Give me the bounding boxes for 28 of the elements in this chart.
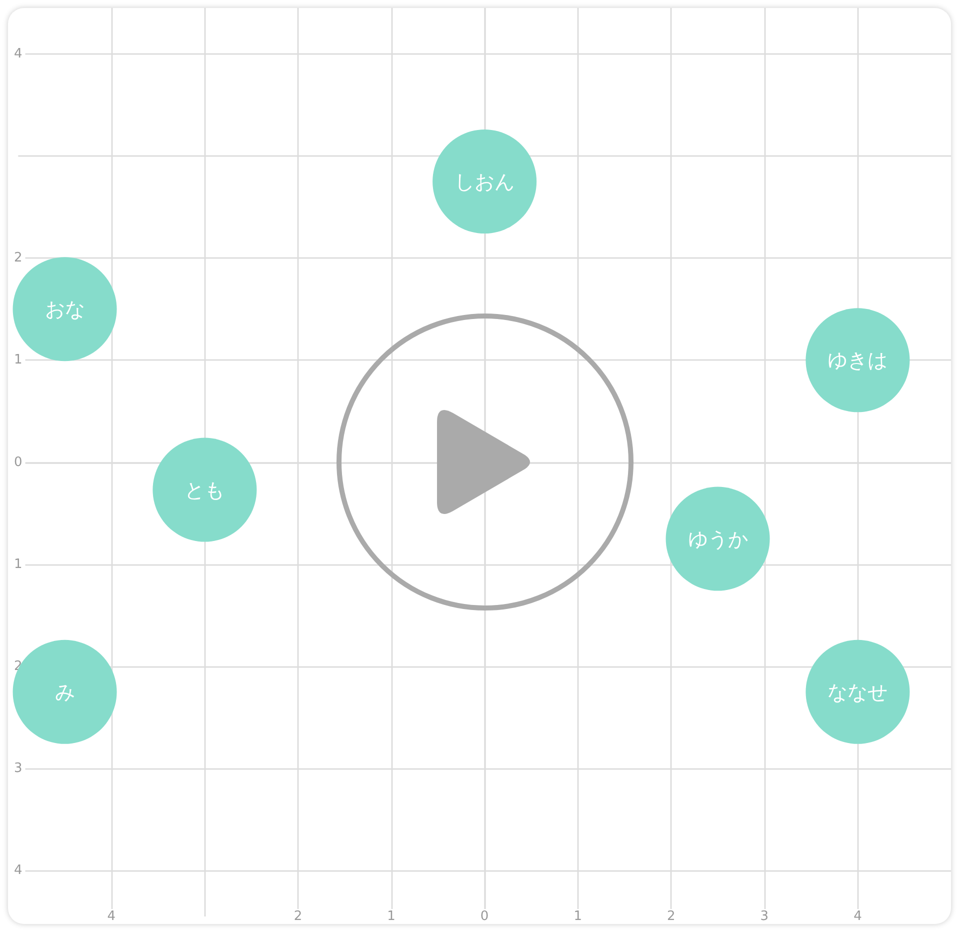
point: [806, 308, 910, 412]
data-label: とも: [184, 478, 225, 502]
data-label: おな: [44, 297, 85, 322]
y-tick-label: 2: [14, 250, 22, 266]
x-tick-label: 2: [667, 909, 676, 924]
y-tick-label: 1: [14, 352, 22, 368]
y-tick-label: 4: [14, 46, 22, 62]
data-label: ゆきは: [828, 348, 888, 372]
x-tick-label: 1: [387, 909, 396, 924]
point: [12, 640, 117, 744]
y-tick-label: 4: [14, 863, 22, 878]
x-tick-label: 1: [574, 909, 582, 924]
x-tick-label: 4: [107, 909, 116, 924]
y-tick-label: 3: [14, 760, 22, 776]
x-tick-label: 4: [854, 909, 862, 924]
point: [806, 640, 910, 744]
y-tick-label: 0: [14, 454, 22, 470]
x-tick-label: 3: [760, 909, 769, 924]
y-tick-label: 1: [14, 556, 22, 572]
x-tick-label: 0: [480, 909, 489, 924]
point: [432, 130, 537, 234]
data-label: ゆうか: [688, 526, 748, 551]
data-label: ななせ: [828, 680, 888, 704]
data-label: み: [54, 680, 75, 704]
point: [152, 438, 257, 542]
x-tick-label: 2: [294, 909, 302, 924]
data-label: しおん: [454, 170, 515, 194]
point: [666, 486, 770, 591]
